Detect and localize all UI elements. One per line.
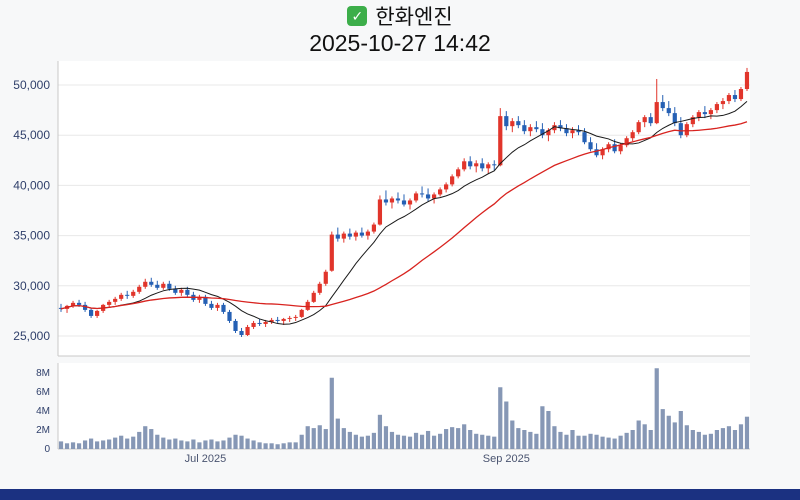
green-checkbox-icon: ✓ bbox=[347, 6, 368, 26]
ma-fast-line bbox=[60, 100, 748, 325]
svg-text:50,000: 50,000 bbox=[13, 78, 50, 92]
volume-axis: 0 2M 4M 6M 8M bbox=[36, 368, 50, 455]
svg-text:35,000: 35,000 bbox=[13, 229, 50, 243]
quote-datetime: 2025-10-27 14:42 bbox=[309, 30, 491, 56]
candlestick-volume-chart: 25,000 30,000 35,000 40,000 45,000 50,000 0 2M 4… bbox=[13, 61, 750, 465]
svg-text:45,000: 45,000 bbox=[13, 128, 50, 142]
x-axis-labels: Jul 2025 Sep 2025 bbox=[185, 453, 530, 465]
price-axis: 25,000 30,000 35,000 40,000 45,000 50,000 bbox=[13, 78, 750, 343]
svg-text:2M: 2M bbox=[36, 425, 50, 436]
title-row: ✓ 한화엔진 bbox=[0, 3, 800, 29]
ma-slow-line bbox=[60, 121, 748, 310]
svg-text:30,000: 30,000 bbox=[13, 279, 50, 293]
candles bbox=[58, 67, 750, 338]
volume-bars bbox=[58, 368, 750, 449]
bottom-taskbar-strip bbox=[0, 489, 800, 500]
chart-header: ✓ 한화엔진 2025-10-27 14:42 bbox=[0, 0, 800, 57]
svg-text:4M: 4M bbox=[36, 406, 50, 417]
price-plot-bg bbox=[58, 61, 750, 356]
stock-name: 한화엔진 bbox=[375, 6, 453, 29]
svg-text:8M: 8M bbox=[36, 368, 50, 379]
svg-text:25,000: 25,000 bbox=[13, 329, 50, 343]
svg-text:6M: 6M bbox=[36, 387, 50, 398]
svg-text:Jul 2025: Jul 2025 bbox=[185, 453, 227, 465]
svg-text:40,000: 40,000 bbox=[13, 178, 50, 192]
svg-text:0: 0 bbox=[44, 444, 50, 455]
svg-text:Sep 2025: Sep 2025 bbox=[483, 453, 530, 465]
